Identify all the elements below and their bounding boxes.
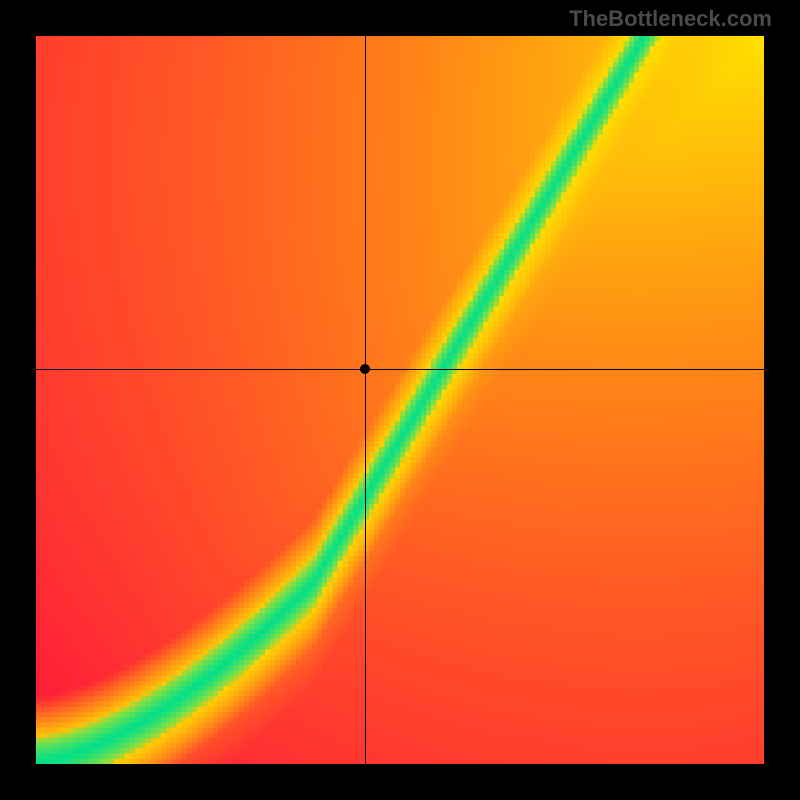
crosshair-marker [360,364,370,374]
watermark-text: TheBottleneck.com [569,6,772,32]
crosshair-vertical [365,36,366,764]
heatmap-canvas [36,36,764,764]
crosshair-horizontal [36,369,764,370]
heatmap-plot [36,36,764,764]
